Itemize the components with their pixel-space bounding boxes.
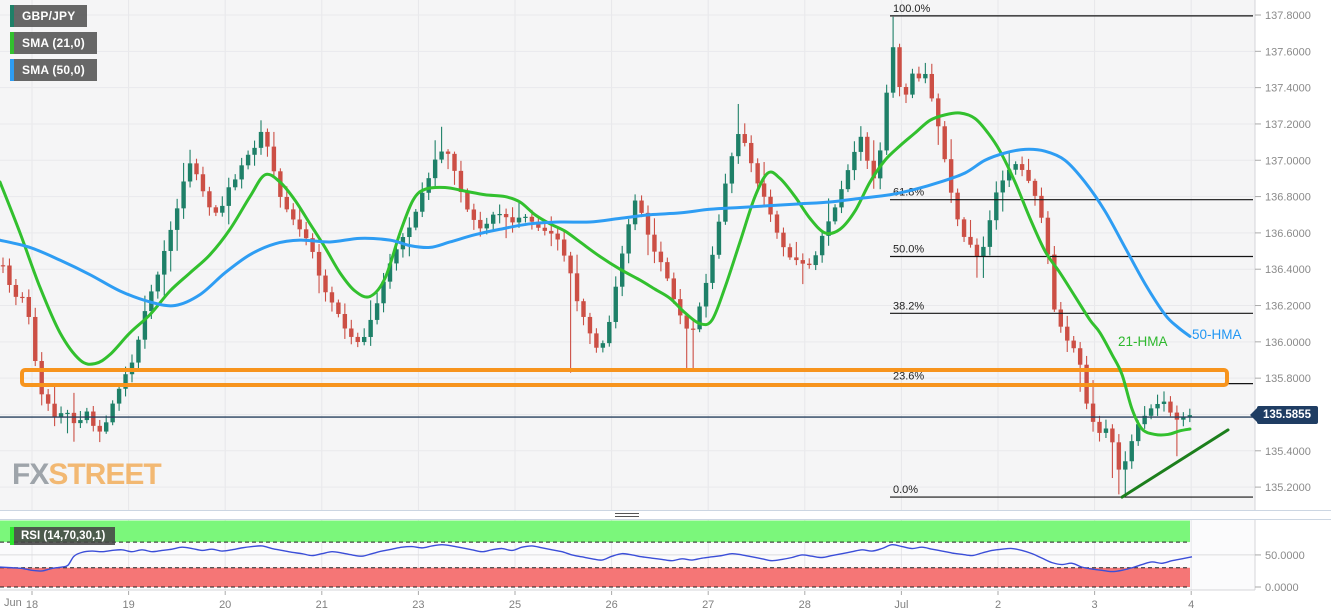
legend-sma50[interactable]: SMA (50,0) [10,59,97,81]
sma21-line [0,111,1192,437]
current-price-badge: 135.5855 [1250,406,1318,424]
rsi-panel[interactable] [0,520,1255,588]
time-tick-label: 2 [995,599,1001,611]
time-tick-label: 25 [509,599,521,611]
chart-legend: GBP/JPY SMA (21,0) SMA (50,0) [10,5,97,81]
time-tick-label: 26 [605,599,617,611]
price-tick-label: 136.8000 [1265,192,1311,204]
legend-symbol[interactable]: GBP/JPY [10,5,88,27]
time-tick-label: 28 [799,599,811,611]
fib-label: 100.0% [893,3,931,15]
watermark-fx: FX [12,458,49,491]
panel-borders [0,0,1256,591]
panel-splitter[interactable] [0,510,1331,520]
ascending-trendline [1120,428,1230,499]
label-21-hma: 21-HMA [1118,334,1168,349]
time-tick-label: 19 [122,599,134,611]
rsi-tick-label: 0.0000 [1265,582,1299,594]
fxstreet-watermark: FXSTREET [12,458,162,492]
fib-label: 23.6% [893,371,924,383]
time-tick-label: 20 [219,599,231,611]
rsi-legend[interactable]: RSI (14,70,30,1) [10,527,116,545]
price-tick-label: 136.4000 [1265,264,1311,276]
time-tick-label: Jul [894,599,908,611]
price-tick-label: 137.0000 [1265,155,1311,167]
time-tick-label: 23 [412,599,424,611]
price-tick-label: 136.6000 [1265,228,1311,240]
sma50-line [0,147,1192,338]
splitter-handle-icon[interactable] [615,513,639,519]
axis-month-label: Jun [4,597,22,609]
time-tick-label: 18 [26,599,38,611]
price-tick-label: 135.8000 [1265,373,1311,385]
fib-label: 0.0% [893,484,918,496]
time-tick-label: 3 [1092,599,1098,611]
time-tick-label: 21 [316,599,328,611]
fib-label: 50.0% [893,243,924,255]
price-tick-label: 137.4000 [1265,83,1311,95]
price-tick-label: 137.2000 [1265,119,1311,131]
price-tick-label: 137.8000 [1265,10,1311,22]
rsi-tick-label: 50.0000 [1265,550,1305,562]
watermark-street: STREET [48,458,161,491]
price-tick-label: 136.2000 [1265,301,1311,313]
time-axis: 18 19 20 21 23 25 26 27 28 Jul 2 3 4 [26,591,1194,611]
price-tick-label: 135.4000 [1265,446,1311,458]
fib-label: 38.2% [893,300,924,312]
time-tick-label: 4 [1188,599,1194,611]
support-zone-rectangle [20,367,1229,388]
price-tick-label: 136.0000 [1265,337,1311,349]
price-tick-label: 135.2000 [1265,482,1311,494]
label-50-hma: 50-HMA [1192,327,1242,342]
candles-layer [0,16,1192,495]
rsi-axis: 50.0000 0.0000 [1255,550,1305,594]
time-tick-label: 27 [702,599,714,611]
legend-sma21[interactable]: SMA (21,0) [10,32,97,54]
orange-zone-layer [20,367,1229,388]
price-axis: 137.8000 137.6000 137.4000 137.2000 137.0000… [1255,10,1311,494]
price-tick-label: 137.6000 [1265,46,1311,58]
